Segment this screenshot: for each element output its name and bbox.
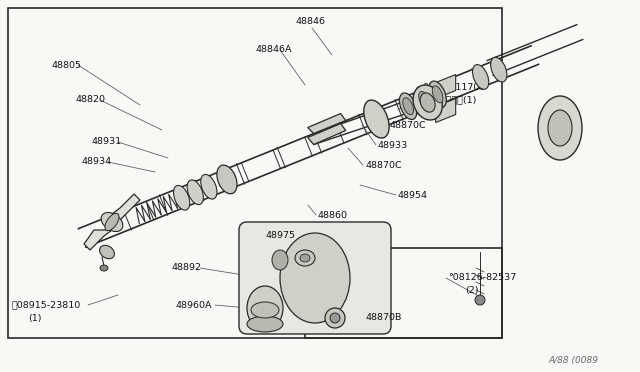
Text: (1): (1) bbox=[28, 314, 42, 323]
Text: (2): (2) bbox=[465, 285, 479, 295]
Text: °08126-82537: °08126-82537 bbox=[448, 273, 516, 282]
Ellipse shape bbox=[403, 98, 413, 115]
Ellipse shape bbox=[201, 174, 217, 199]
Text: 48820: 48820 bbox=[75, 96, 105, 105]
FancyBboxPatch shape bbox=[239, 222, 391, 334]
Polygon shape bbox=[84, 230, 112, 250]
Text: 00922-11700: 00922-11700 bbox=[422, 83, 485, 93]
Ellipse shape bbox=[100, 265, 108, 271]
Text: 48892: 48892 bbox=[172, 263, 202, 273]
Polygon shape bbox=[436, 74, 456, 99]
Ellipse shape bbox=[100, 245, 115, 259]
Ellipse shape bbox=[295, 250, 315, 266]
Ellipse shape bbox=[173, 185, 190, 210]
Ellipse shape bbox=[325, 308, 345, 328]
Text: 48805: 48805 bbox=[52, 61, 82, 70]
Text: 48870B: 48870B bbox=[365, 314, 401, 323]
Ellipse shape bbox=[429, 81, 446, 108]
Ellipse shape bbox=[247, 316, 283, 332]
Ellipse shape bbox=[187, 180, 204, 205]
Ellipse shape bbox=[419, 91, 429, 108]
Bar bbox=[305, 248, 502, 338]
Ellipse shape bbox=[548, 110, 572, 146]
Text: 48934: 48934 bbox=[82, 157, 112, 167]
Ellipse shape bbox=[300, 254, 310, 262]
Ellipse shape bbox=[280, 233, 350, 323]
Text: 48870C: 48870C bbox=[365, 160, 402, 170]
Ellipse shape bbox=[272, 250, 288, 270]
Ellipse shape bbox=[472, 65, 489, 89]
Ellipse shape bbox=[420, 93, 435, 112]
Ellipse shape bbox=[364, 100, 389, 138]
Ellipse shape bbox=[217, 165, 237, 194]
Text: 48954: 48954 bbox=[398, 190, 428, 199]
Ellipse shape bbox=[251, 302, 279, 318]
Text: 48933: 48933 bbox=[378, 141, 408, 150]
Ellipse shape bbox=[413, 85, 442, 120]
Ellipse shape bbox=[399, 93, 417, 119]
Text: 48870C: 48870C bbox=[390, 121, 427, 129]
Polygon shape bbox=[308, 124, 346, 144]
Polygon shape bbox=[112, 194, 140, 222]
Ellipse shape bbox=[330, 313, 340, 323]
Bar bbox=[8, 8, 502, 338]
Polygon shape bbox=[436, 99, 456, 122]
Text: 48931: 48931 bbox=[92, 138, 122, 147]
Text: RINGリング(1): RINGリング(1) bbox=[422, 96, 476, 105]
Text: ⓜ08915-23810: ⓜ08915-23810 bbox=[12, 301, 81, 310]
Text: 48960A: 48960A bbox=[175, 301, 211, 310]
Ellipse shape bbox=[432, 86, 443, 103]
Text: 48860: 48860 bbox=[318, 211, 348, 219]
Ellipse shape bbox=[475, 295, 485, 305]
Text: A/88 (0089: A/88 (0089 bbox=[548, 356, 598, 365]
Ellipse shape bbox=[101, 212, 123, 231]
Ellipse shape bbox=[247, 286, 283, 330]
Text: 48975: 48975 bbox=[265, 231, 295, 240]
Ellipse shape bbox=[415, 87, 433, 113]
Ellipse shape bbox=[538, 96, 582, 160]
Ellipse shape bbox=[491, 57, 507, 82]
Ellipse shape bbox=[105, 213, 119, 231]
Text: 48846: 48846 bbox=[295, 17, 325, 26]
Polygon shape bbox=[308, 113, 346, 134]
Text: 48846A: 48846A bbox=[255, 45, 291, 55]
